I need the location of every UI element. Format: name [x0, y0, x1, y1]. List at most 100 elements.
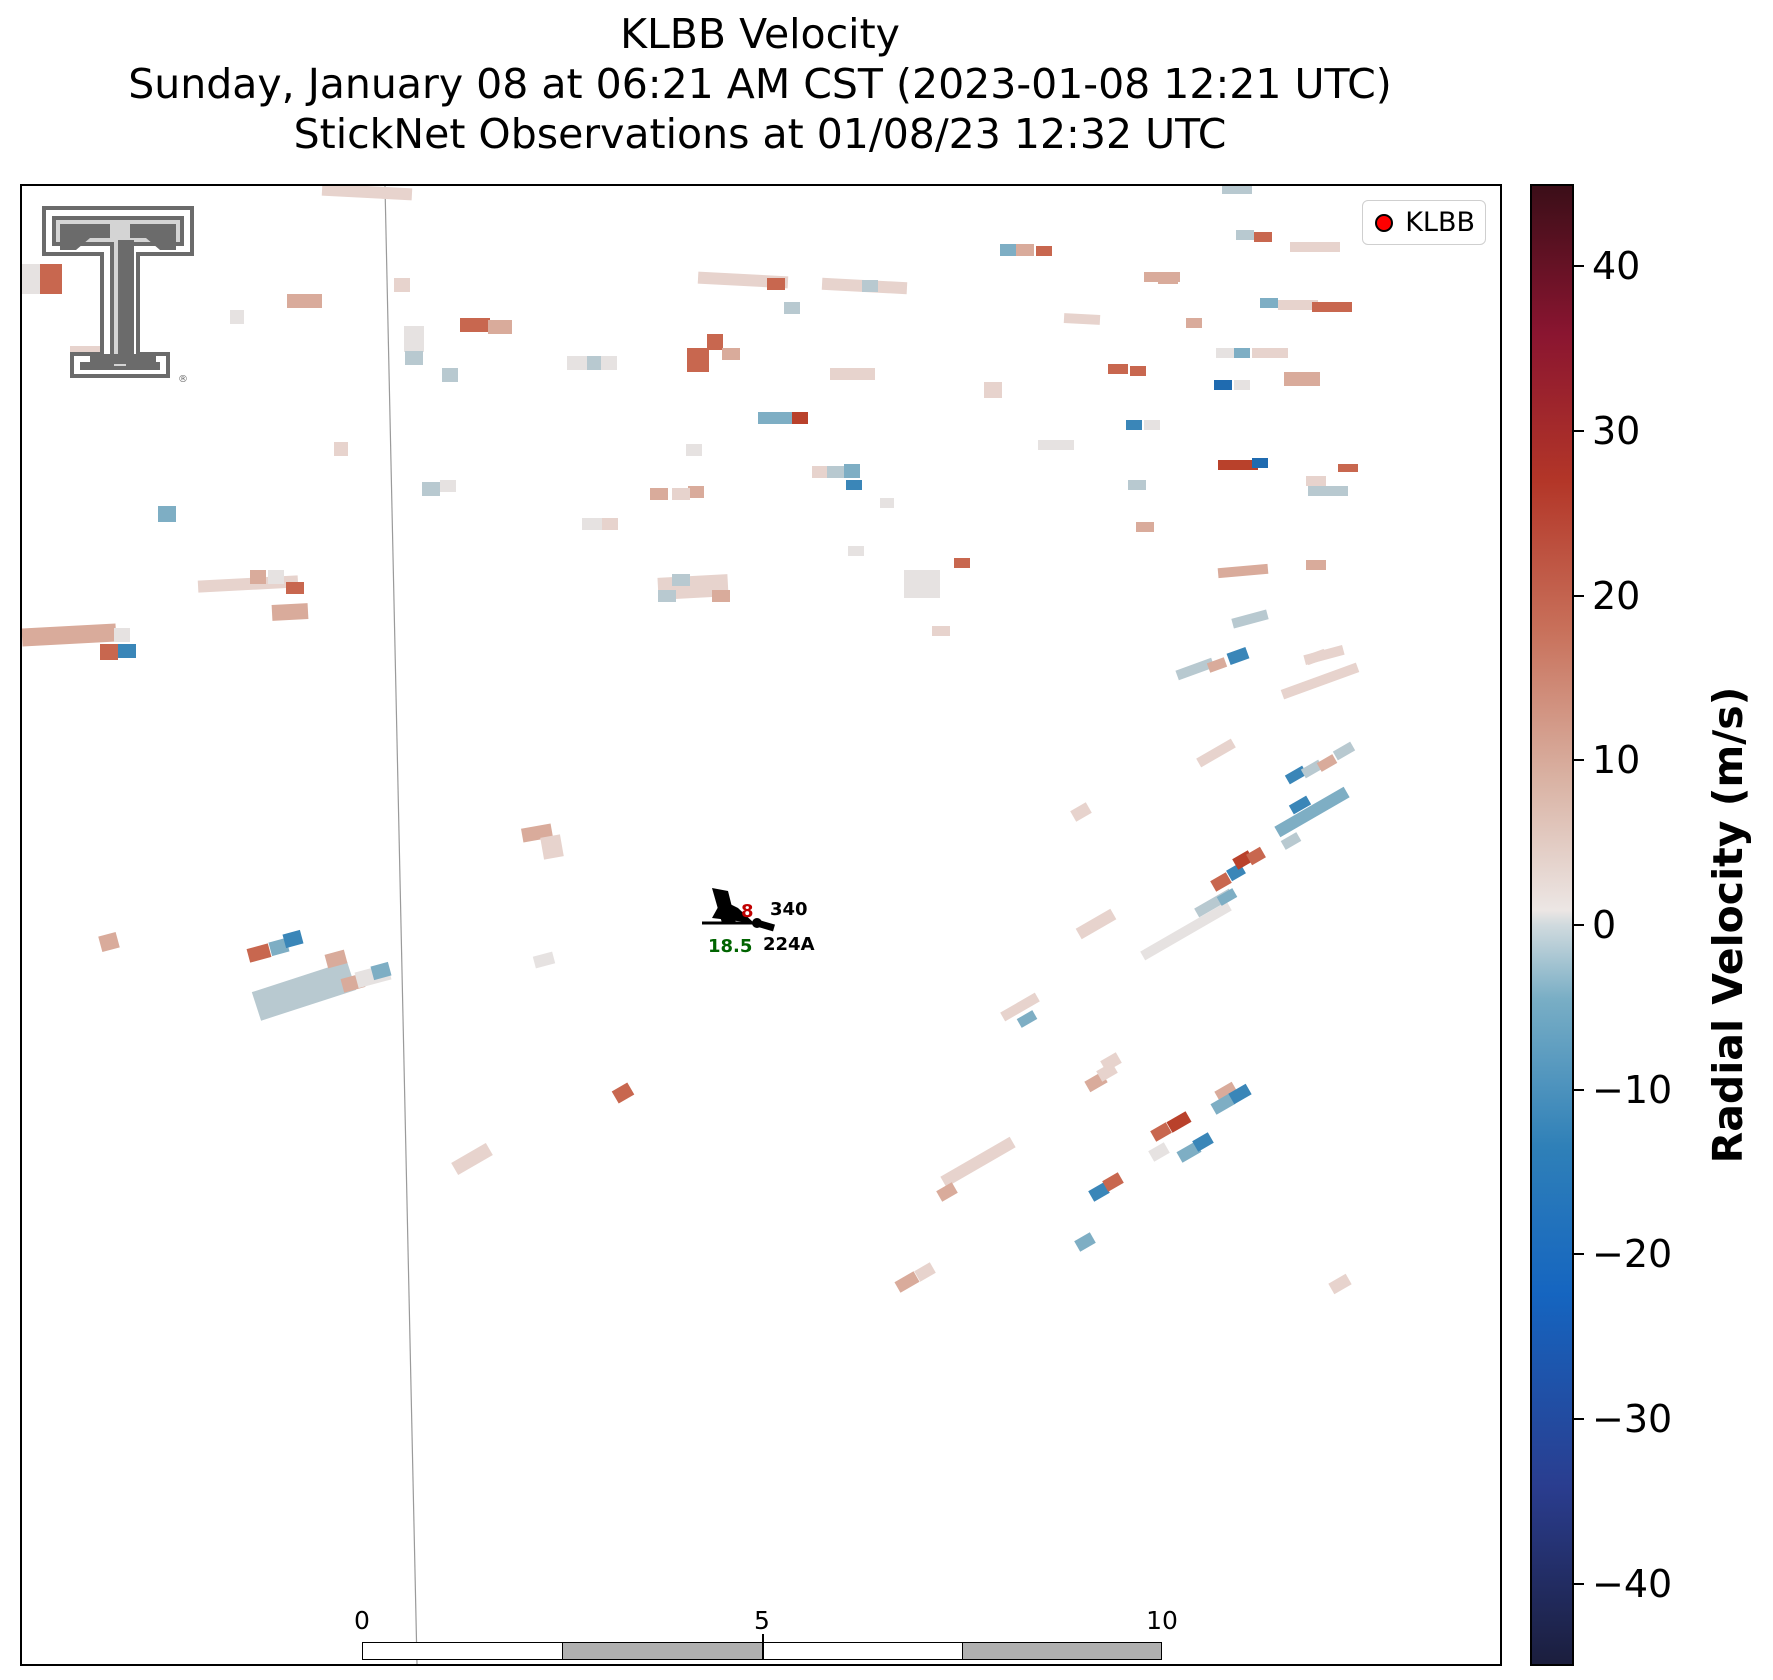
- velocity-gate: [686, 444, 702, 456]
- velocity-gate: [1150, 1122, 1172, 1142]
- colorbar-tick-label: −10: [1592, 1067, 1673, 1112]
- velocity-gate: [394, 278, 410, 292]
- colorbar-tick: [1574, 1253, 1584, 1256]
- velocity-gate: [658, 590, 676, 602]
- velocity-gate: [22, 623, 117, 647]
- velocity-gate: [1284, 372, 1320, 386]
- velocity-gate: [1234, 348, 1250, 358]
- velocity-gate: [688, 486, 704, 498]
- velocity-gate: [1070, 802, 1092, 822]
- velocity-gate: [1016, 1010, 1038, 1028]
- velocity-gate: [1312, 302, 1352, 312]
- velocity-gate: [1128, 480, 1146, 490]
- velocity-gate: [1210, 872, 1232, 892]
- velocity-gate: [488, 320, 512, 334]
- velocity-gate: [1246, 846, 1266, 866]
- colorbar-tick-label: 10: [1592, 738, 1641, 783]
- velocity-gate: [650, 488, 668, 500]
- velocity-gate: [687, 348, 709, 372]
- velocity-gate: [1222, 186, 1252, 194]
- scale-segment-1: [362, 1642, 563, 1660]
- velocity-gate: [1206, 657, 1228, 673]
- velocity-gate: [984, 382, 1002, 398]
- colorbar-tick-label: 40: [1592, 244, 1641, 289]
- county-boundary-line: [384, 186, 418, 1664]
- svg-text:®: ®: [178, 374, 188, 384]
- velocity-gate: [286, 582, 304, 594]
- velocity-gate: [404, 326, 424, 352]
- velocity-gate: [1216, 348, 1236, 358]
- radar-velocity-field: [22, 186, 1360, 1664]
- velocity-gate: [250, 570, 266, 584]
- velocity-gate: [758, 412, 796, 424]
- colorbar-tick: [1574, 1088, 1584, 1091]
- velocity-gate: [334, 442, 348, 456]
- velocity-gate: [1126, 420, 1142, 430]
- velocity-gate: [1214, 380, 1232, 390]
- colorbar-tick: [1574, 265, 1584, 268]
- velocity-gate: [158, 506, 176, 522]
- scale-label-5: 5: [754, 1606, 770, 1635]
- velocity-gate: [100, 644, 118, 660]
- velocity-gate: [894, 1271, 920, 1293]
- scale-label-0: 0: [354, 1606, 370, 1635]
- velocity-gate: [1192, 1132, 1214, 1152]
- velocity-colorbar: [1530, 184, 1574, 1666]
- wind-barb-flag: [712, 900, 754, 923]
- scale-label-10: 10: [1146, 1606, 1178, 1635]
- velocity-gate: [1288, 795, 1312, 815]
- velocity-gate: [712, 590, 730, 602]
- velocity-gate: [1166, 1111, 1192, 1133]
- velocity-gate: [722, 348, 740, 360]
- velocity-gate: [460, 318, 490, 332]
- velocity-gate: [1254, 232, 1272, 242]
- velocity-gate: [1304, 648, 1328, 666]
- velocity-gate: [1260, 298, 1278, 308]
- scale-segment-2: [562, 1642, 763, 1660]
- velocity-gate: [767, 278, 785, 290]
- velocity-gate: [1102, 1172, 1124, 1192]
- velocity-gate: [451, 1142, 493, 1176]
- velocity-gate: [672, 488, 690, 500]
- velocity-gate: [230, 310, 244, 324]
- klbb-marker-icon: [1375, 213, 1394, 232]
- velocity-gate: [1075, 908, 1117, 940]
- velocity-gate: [1306, 560, 1326, 570]
- velocity-gate: [532, 951, 556, 969]
- scale-segment-4: [962, 1642, 1162, 1660]
- colorbar-tick: [1574, 430, 1584, 432]
- velocity-gate: [1306, 476, 1326, 486]
- velocity-gate: [1252, 348, 1288, 358]
- velocity-gate: [1148, 1142, 1170, 1162]
- station-dewpoint: 18.5: [708, 936, 753, 957]
- sticknet-station-plot: [702, 888, 775, 932]
- colorbar-tick: [1574, 924, 1584, 926]
- velocity-gate: [827, 466, 845, 478]
- velocity-gate: [1000, 244, 1020, 256]
- velocity-gate: [540, 834, 564, 860]
- velocity-gate: [1214, 1081, 1238, 1103]
- velocity-gate: [1252, 458, 1268, 468]
- scale-unit: km: [743, 1664, 782, 1666]
- velocity-gate: [932, 626, 950, 636]
- radar-map[interactable]: ® KLBB 8 340 18.5 224A 0 5 10 km: [20, 184, 1502, 1666]
- map-subtitle-observations: StickNet Observations at 01/08/23 12:32 …: [293, 110, 1227, 158]
- colorbar-tick: [1574, 1418, 1584, 1420]
- velocity-gate: [1234, 380, 1250, 390]
- velocity-gate: [370, 961, 392, 981]
- velocity-gate: [1176, 1141, 1202, 1163]
- velocity-gate: [1100, 1052, 1122, 1072]
- velocity-gate: [1236, 230, 1254, 240]
- station-temperature: 8: [741, 901, 754, 922]
- map-subtitle-time: Sunday, January 08 at 06:21 AM CST (2023…: [128, 60, 1392, 108]
- velocity-gates: [22, 186, 1360, 1295]
- velocity-gate: [1278, 300, 1318, 310]
- velocity-gate: [1036, 246, 1052, 256]
- velocity-gate: [792, 412, 808, 424]
- scale-mid-tick: [762, 1634, 764, 1660]
- velocity-gate: [602, 518, 618, 530]
- velocity-gate: [1338, 464, 1358, 472]
- velocity-gate: [914, 1262, 936, 1282]
- velocity-gate: [114, 628, 130, 642]
- velocity-gate: [904, 570, 940, 598]
